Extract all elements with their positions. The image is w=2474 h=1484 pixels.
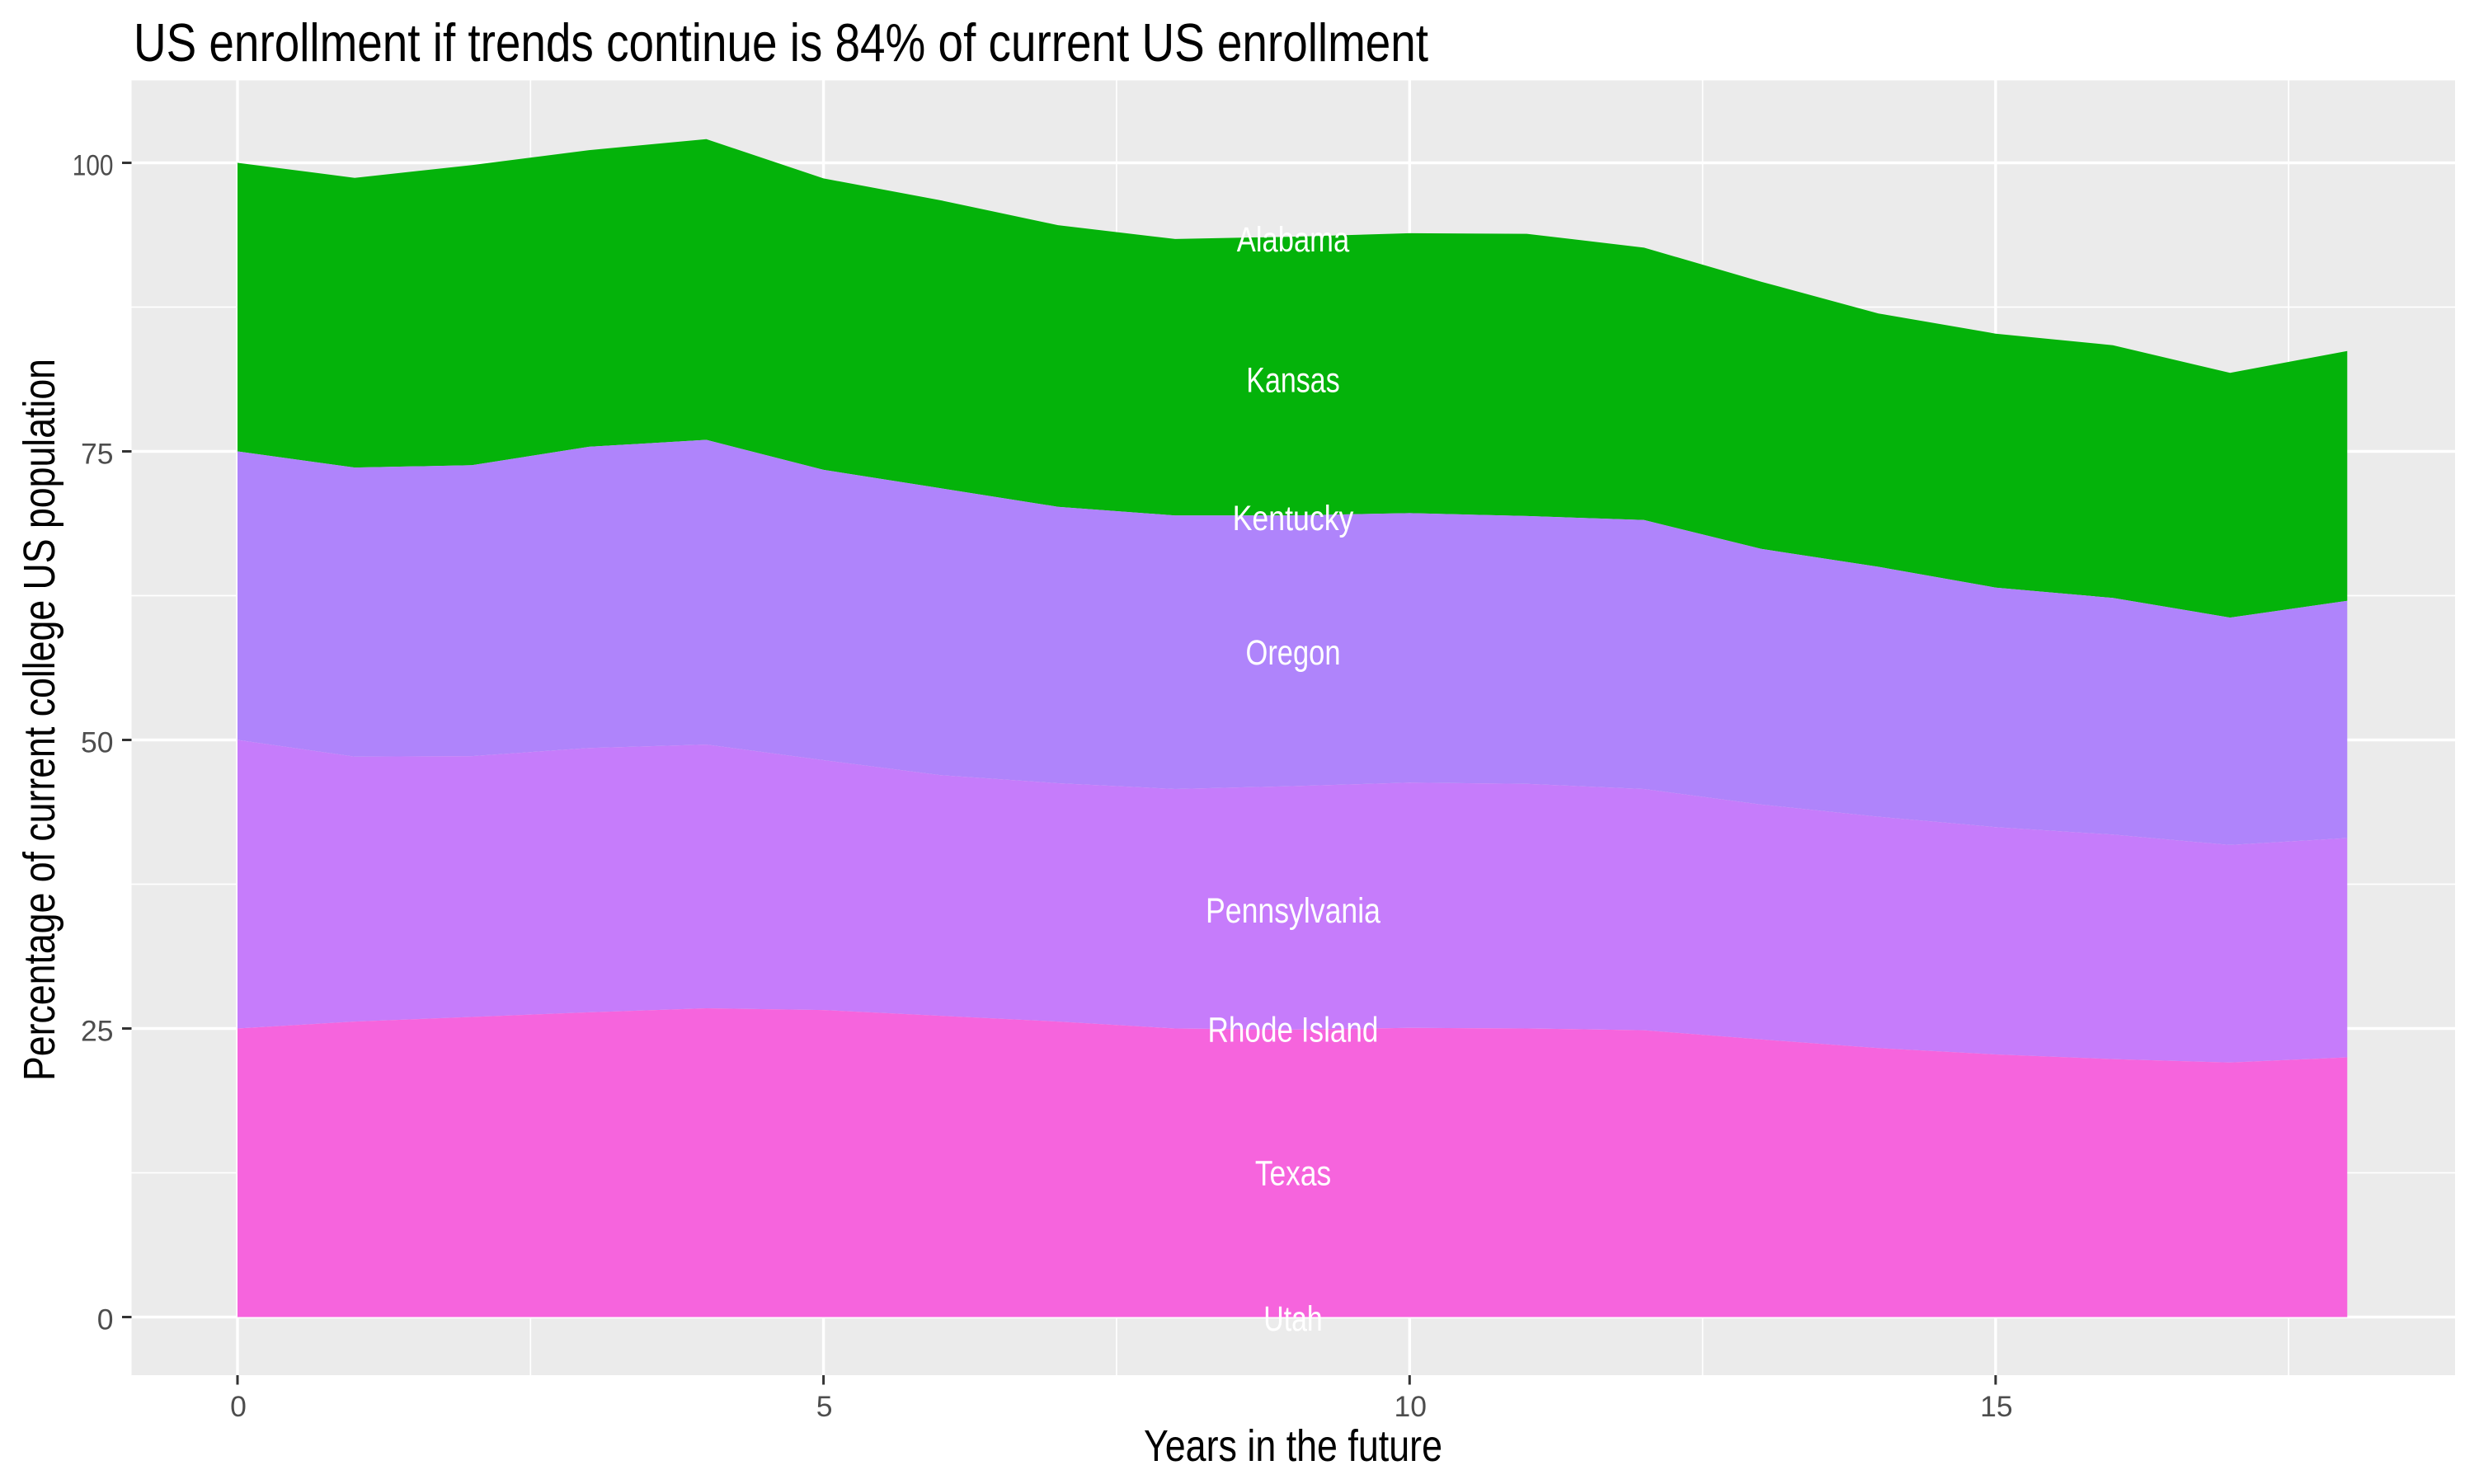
svg-text:75: 75 — [81, 438, 114, 471]
svg-text:US enrollment if trends contin: US enrollment if trends continue is 84% … — [134, 12, 1428, 73]
svg-text:Kentucky: Kentucky — [1233, 499, 1354, 538]
svg-text:25: 25 — [81, 1015, 114, 1048]
svg-text:Alabama: Alabama — [1237, 220, 1349, 260]
svg-text:0: 0 — [230, 1390, 247, 1423]
svg-text:Pennsylvania: Pennsylvania — [1206, 891, 1380, 931]
svg-text:100: 100 — [73, 149, 114, 182]
svg-text:Oregon: Oregon — [1246, 633, 1341, 673]
svg-text:0: 0 — [97, 1303, 114, 1336]
svg-text:Percentage of current college: Percentage of current college US populat… — [15, 359, 64, 1081]
svg-text:5: 5 — [816, 1390, 833, 1423]
svg-text:50: 50 — [81, 726, 114, 759]
svg-text:15: 15 — [1980, 1390, 2013, 1423]
svg-text:10: 10 — [1395, 1390, 1427, 1423]
svg-text:Kansas: Kansas — [1246, 361, 1339, 401]
svg-text:Utah: Utah — [1263, 1299, 1323, 1339]
svg-text:Years in the future: Years in the future — [1144, 1421, 1442, 1471]
svg-text:Texas: Texas — [1255, 1154, 1331, 1194]
svg-text:Rhode Island: Rhode Island — [1208, 1011, 1379, 1050]
